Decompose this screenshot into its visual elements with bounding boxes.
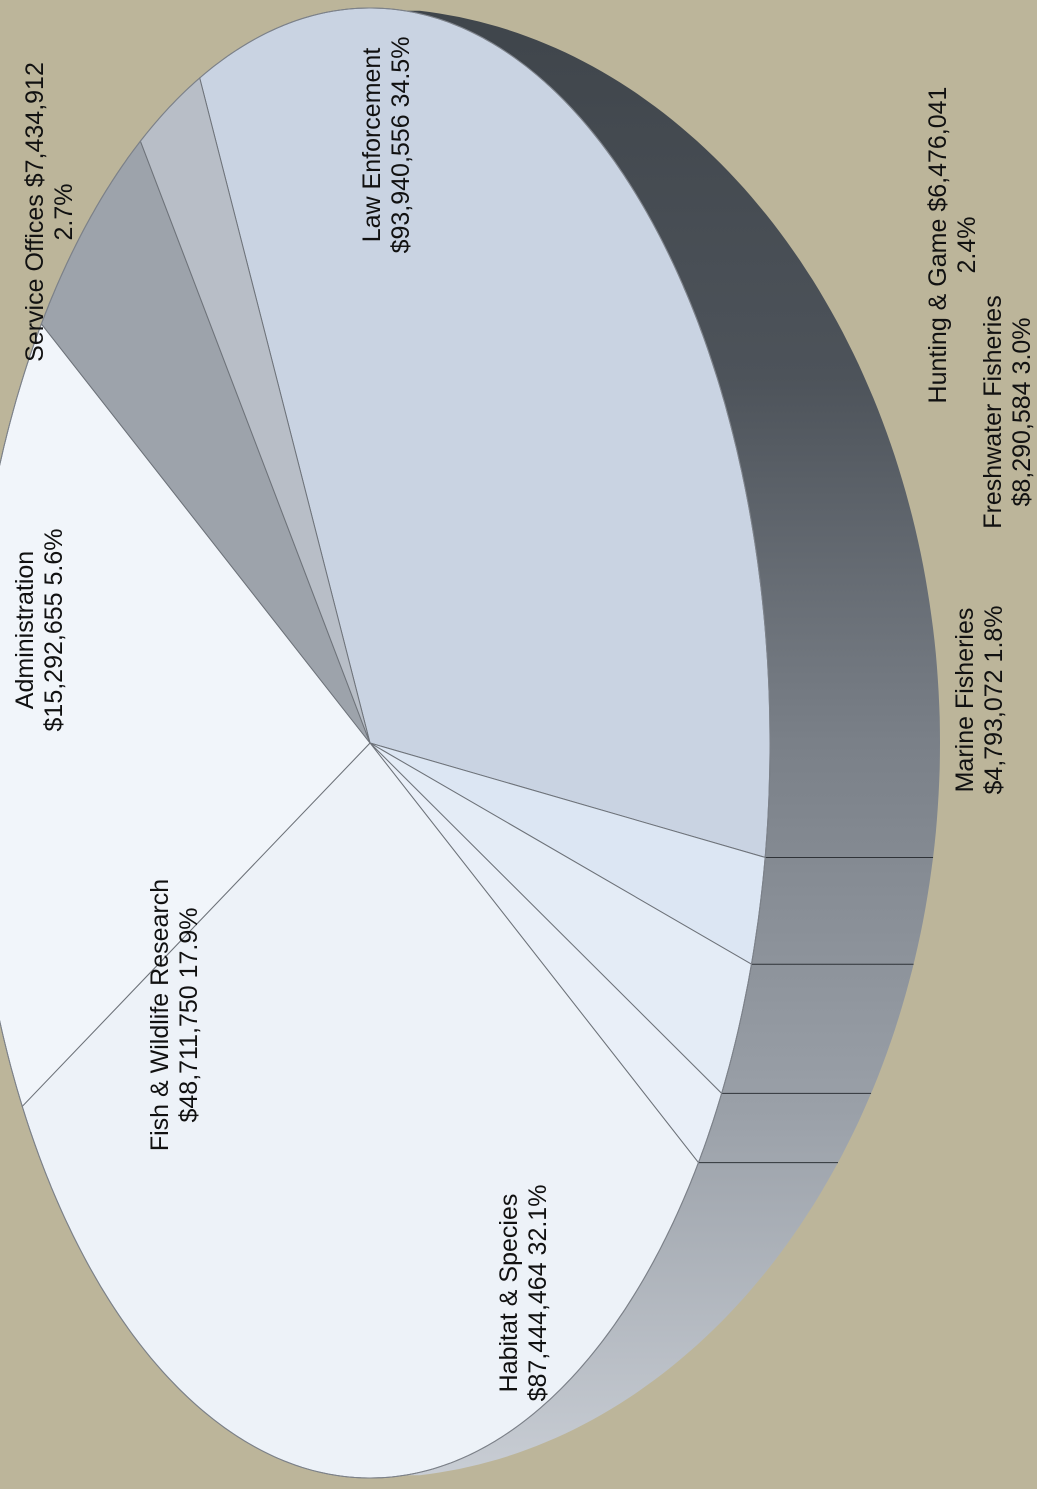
slice-label: Marine Fisheries$4,793,072 1.8% [951,605,1008,794]
slice-label-line1: Freshwater Fisheries [979,295,1007,528]
slice-label-line2: 2.4% [953,217,981,274]
slice-label-line2: $8,290,584 3.0% [1008,317,1036,506]
slice-label-line2: $87,444,464 32.1% [524,1185,552,1402]
slice-label-line2: $15,292,655 5.6% [40,529,68,732]
slice-label: Habitat & Species$87,444,464 32.1% [495,1185,552,1402]
slice-label-line2: $93,940,556 34.5% [387,37,415,254]
pie-slices [0,7,771,1479]
slice-label-line2: $4,793,072 1.8% [980,605,1008,794]
slice-label: Fish & Wildlife Research$48,711,750 17.9… [146,879,203,1151]
slice-label-line2: $48,711,750 17.9% [175,907,203,1122]
slice-label: Law Enforcement$93,940,556 34.5% [358,37,415,254]
slice-label-line1: Law Enforcement [358,48,386,243]
slice-label-line1: Fish & Wildlife Research [146,879,174,1151]
slice-label-line1: Service Offices $7,434,912 [21,62,49,362]
slice-label-line1: Administration [11,551,39,709]
slice-label: Service Offices $7,434,9122.7% [21,62,78,362]
pie-side-wall [404,10,940,1476]
slice-label: Administration$15,292,655 5.6% [11,529,68,732]
slice-label-line1: Habitat & Species [495,1194,523,1393]
slice-label-line2: 2.7% [50,184,78,241]
slice-label-line1: Marine Fisheries [951,608,979,793]
pie-depth-wall [404,10,940,1476]
slice-label-line1: Hunting & Game $6,476,041 [924,87,952,404]
pie-labels: Law Enforcement$93,940,556 34.5% Hunting … [11,37,1036,1402]
pie-outline [0,7,771,1479]
slice-label: Hunting & Game $6,476,0412.4% [924,87,981,404]
slice-label: Freshwater Fisheries$8,290,584 3.0% [979,295,1036,528]
